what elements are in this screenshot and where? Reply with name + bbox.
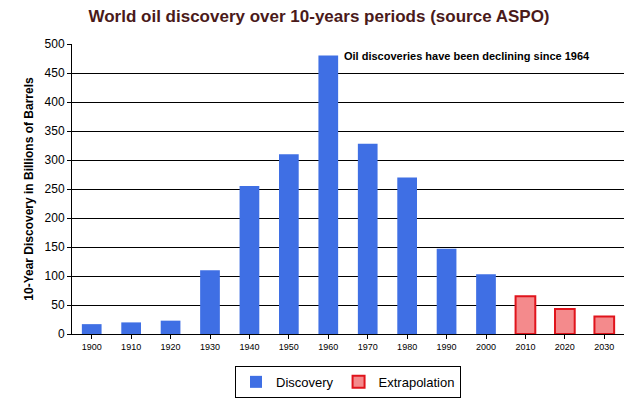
svg-text:1910: 1910 xyxy=(121,342,141,352)
svg-text:2000: 2000 xyxy=(476,342,496,352)
svg-text:500: 500 xyxy=(45,37,65,51)
svg-text:300: 300 xyxy=(45,153,65,167)
svg-text:450: 450 xyxy=(45,66,65,80)
svg-text:400: 400 xyxy=(45,95,65,109)
svg-text:50: 50 xyxy=(51,298,65,312)
svg-text:1930: 1930 xyxy=(200,342,220,352)
svg-text:World oil discovery over 10-ye: World oil discovery over 10-years period… xyxy=(88,7,549,26)
svg-text:1920: 1920 xyxy=(161,342,181,352)
svg-text:Extrapolation: Extrapolation xyxy=(379,375,455,390)
svg-text:1970: 1970 xyxy=(358,342,378,352)
svg-text:10-Year Discovery in Billions: 10-Year Discovery in Billions of Barrels xyxy=(22,77,36,301)
svg-text:200: 200 xyxy=(45,211,65,225)
svg-text:1990: 1990 xyxy=(437,342,457,352)
svg-text:350: 350 xyxy=(45,124,65,138)
svg-text:1950: 1950 xyxy=(279,342,299,352)
svg-text:Oil discoveries have been decl: Oil discoveries have been declining sinc… xyxy=(344,50,590,62)
svg-text:1980: 1980 xyxy=(397,342,417,352)
svg-text:0: 0 xyxy=(58,327,65,341)
svg-text:100: 100 xyxy=(45,269,65,283)
svg-text:Discovery: Discovery xyxy=(276,375,334,390)
svg-text:150: 150 xyxy=(45,240,65,254)
svg-text:250: 250 xyxy=(45,182,65,196)
svg-text:1900: 1900 xyxy=(82,342,102,352)
svg-text:2020: 2020 xyxy=(555,342,575,352)
svg-text:1940: 1940 xyxy=(239,342,259,352)
svg-text:2030: 2030 xyxy=(594,342,614,352)
svg-text:1960: 1960 xyxy=(318,342,338,352)
svg-text:2010: 2010 xyxy=(515,342,535,352)
